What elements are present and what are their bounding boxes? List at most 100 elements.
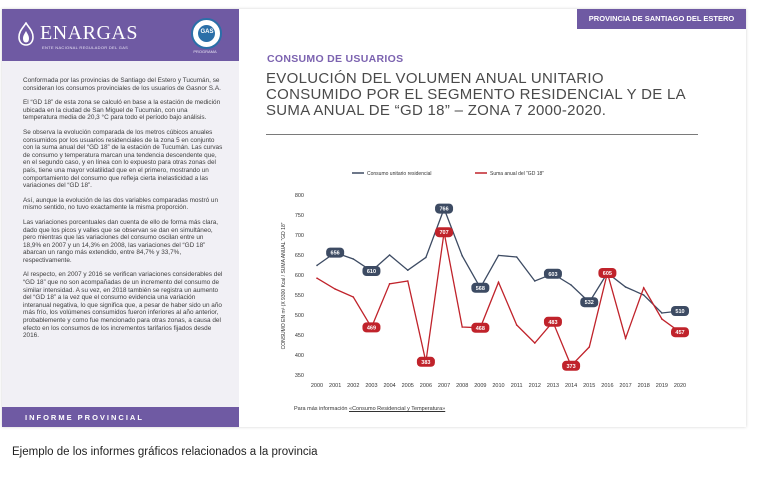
- report-slide: ENARGAS ENTE NACIONAL REGULADOR DEL GAS …: [2, 9, 746, 427]
- consumption-chart: Consumo unitario residencial Suma anual …: [281, 171, 689, 389]
- series-point-0: [497, 254, 500, 257]
- series-point-0: [316, 264, 318, 267]
- badge-inner: [198, 25, 215, 42]
- data-label: 568: [476, 286, 485, 292]
- data-label-box: [543, 268, 562, 279]
- data-label-box: [435, 227, 454, 238]
- y-tick-label: 500: [295, 313, 304, 319]
- flame-logo-icon: [18, 22, 34, 46]
- x-tick-label: 2005: [402, 383, 414, 389]
- x-tick-label: 2018: [638, 383, 650, 389]
- series-point-1: [624, 337, 627, 339]
- x-tick-label: 2000: [311, 383, 323, 389]
- data-label-box: [580, 297, 599, 308]
- sidebar-header: ENARGAS ENTE NACIONAL REGULADOR DEL GAS …: [2, 9, 239, 61]
- y-tick-label: 750: [295, 213, 304, 219]
- series-point-0: [406, 269, 409, 271]
- data-label-box: [562, 360, 581, 371]
- data-labels: 656 610 766 568 603 532 510 469 383 707 468 483 373 6…: [326, 203, 689, 371]
- y-tick-label: 600: [295, 273, 304, 279]
- sidebar: ENARGAS ENTE NACIONAL REGULADOR DEL GAS …: [2, 9, 239, 427]
- data-label: 383: [421, 360, 430, 366]
- data-label-box: [598, 268, 617, 278]
- data-label: 469: [367, 325, 376, 331]
- x-tick-label: 2007: [438, 383, 450, 389]
- x-tick-label: 2009: [474, 383, 486, 389]
- data-label: 373: [567, 364, 576, 370]
- x-tick-label: 2020: [674, 383, 686, 389]
- sidebar-paragraph: El “GD 18” de esta zona se calculó en ba…: [23, 99, 221, 122]
- series-point-0: [388, 254, 391, 256]
- series-point-0: [570, 284, 572, 286]
- figure-caption: Ejemplo de los informes gráficos relacio…: [12, 446, 318, 458]
- badge-text: GAS: [200, 29, 214, 35]
- series-point-0: [534, 280, 536, 282]
- data-label: 605: [603, 271, 612, 277]
- sidebar-paragraph: Así, aunque la evolución de las dos vari…: [23, 196, 219, 212]
- data-label: 457: [675, 330, 684, 336]
- x-tick-label: 2017: [619, 383, 631, 389]
- data-label: 603: [548, 272, 557, 278]
- y-tick-label: 650: [295, 253, 304, 259]
- data-label: 483: [548, 320, 557, 326]
- series-point-1: [515, 324, 518, 326]
- data-label: 707: [439, 230, 448, 236]
- data-label: 532: [585, 300, 594, 306]
- section-label: CONSUMO DE USUARIOS: [267, 53, 404, 65]
- series-point-1: [388, 283, 391, 285]
- series-point-1: [588, 346, 591, 348]
- sidebar-paragraph: Conformada por las provincias de Santiag…: [23, 77, 221, 92]
- data-label: 610: [367, 269, 376, 275]
- series-point-1: [497, 281, 500, 283]
- series-point-0: [515, 256, 518, 258]
- series-point-1: [534, 342, 536, 344]
- data-label-box: [543, 316, 562, 327]
- series-point-0: [352, 258, 355, 260]
- series-line-0: [316, 206, 681, 314]
- brand-name: ENARGAS: [40, 22, 138, 44]
- series-point-0: [642, 294, 645, 296]
- series-point-0: [425, 256, 427, 259]
- y-tick-label: 350: [295, 373, 304, 379]
- y-axis-ticks: 350 400 450 500 550 600 650 700 750 800: [295, 193, 304, 379]
- x-tick-label: 2003: [365, 383, 377, 389]
- title-divider: [266, 134, 698, 135]
- brand-subtitle: ENTE NACIONAL REGULADOR DEL GAS: [42, 45, 129, 50]
- data-label: 766: [439, 207, 448, 213]
- more-info-prefix: Para más información: [294, 406, 350, 412]
- series-lines: [316, 206, 681, 367]
- data-label-box: [471, 322, 490, 333]
- x-tick-label: 2002: [347, 383, 359, 389]
- x-tick-label: 2013: [547, 383, 559, 389]
- x-tick-label: 2006: [420, 383, 432, 389]
- sidebar-paragraph: Al respecto, en 2007 y 2016 se verifican…: [23, 271, 223, 340]
- x-tick-label: 2014: [565, 383, 577, 389]
- y-tick-label: 450: [295, 333, 304, 339]
- data-label-box: [326, 247, 345, 258]
- data-label-box: [362, 322, 381, 333]
- x-tick-label: 2011: [511, 383, 523, 389]
- sidebar-paragraph: Se observa la evolución comparada de los…: [23, 128, 223, 190]
- series-point-1: [461, 326, 463, 328]
- series-point-0: [624, 286, 627, 288]
- series-point-1: [352, 296, 355, 298]
- series-point-0: [461, 255, 463, 257]
- series-point-1: [642, 287, 645, 289]
- series-point-1: [406, 280, 409, 282]
- more-info-link[interactable]: «Consumo Residencial y Temperatura»: [349, 406, 446, 412]
- x-tick-label: 2015: [583, 383, 595, 389]
- series-line-1: [316, 232, 681, 367]
- y-tick-label: 550: [295, 293, 304, 299]
- data-label-box: [671, 306, 689, 316]
- x-tick-label: 2016: [601, 383, 613, 389]
- series-point-0: [661, 312, 663, 314]
- main-title: EVOLUCIÓN DEL VOLUMEN ANUAL UNITARIO CON…: [266, 70, 686, 119]
- x-tick-label: 2008: [456, 383, 468, 389]
- data-label-box: [416, 356, 435, 367]
- data-label-box: [362, 266, 381, 276]
- province-banner: PROVINCIA DE SANTIAGO DEL ESTERO: [577, 9, 746, 29]
- x-tick-label: 2010: [492, 383, 504, 389]
- y-axis-title: CONSUMO EN m³ (X 9300 Kcal / SUMA ANUAL …: [281, 222, 287, 349]
- legend-label-gd18: Suma anual del “GD 18”: [490, 171, 544, 177]
- sidebar-text: Conformada por las provincias de Santiag…: [23, 77, 223, 347]
